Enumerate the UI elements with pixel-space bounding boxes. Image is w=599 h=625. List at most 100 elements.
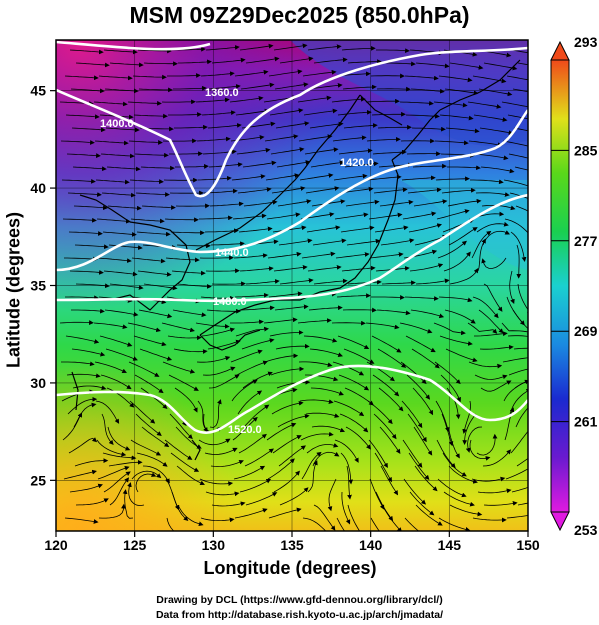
streamline <box>298 361 333 368</box>
streamline <box>340 225 375 233</box>
streamline <box>365 98 400 104</box>
streamline <box>338 374 370 391</box>
streamline <box>139 348 173 361</box>
colorbar-tick-label: 277 <box>574 233 598 249</box>
streamline <box>516 244 522 279</box>
streamline <box>263 317 298 324</box>
streamline <box>132 74 167 80</box>
streamline <box>173 85 207 91</box>
y-axis-ticks: 25 30 35 40 45 <box>30 83 56 488</box>
credit-drawing: Drawing by DCL (https://www.gfd-dennou.o… <box>156 594 443 606</box>
streamline <box>61 361 95 367</box>
streamline <box>243 199 278 207</box>
streamline <box>67 192 102 197</box>
streamline <box>517 62 528 66</box>
streamline <box>515 407 528 428</box>
streamline <box>106 166 141 172</box>
streamline <box>297 95 332 103</box>
streamline <box>234 69 269 77</box>
colorbar-tick-label: 285 <box>574 142 598 158</box>
colorbar-tick-label: 269 <box>574 323 598 339</box>
streamline <box>306 443 339 454</box>
streamline <box>93 322 128 330</box>
streamline <box>170 452 200 472</box>
streamline <box>95 400 120 424</box>
streamline <box>510 231 527 262</box>
streamline <box>143 283 178 291</box>
streamline <box>415 504 443 526</box>
streamline <box>503 179 528 187</box>
streamline <box>94 361 127 374</box>
streamline <box>269 330 304 337</box>
streamline <box>401 400 423 429</box>
streamline <box>73 205 108 211</box>
streamline <box>135 413 162 436</box>
streamline <box>234 508 268 519</box>
streamline <box>74 458 109 467</box>
streamline <box>413 426 433 456</box>
streamline <box>202 366 236 376</box>
streamline <box>69 49 104 55</box>
streamline <box>133 113 168 119</box>
streamline <box>198 438 231 446</box>
streamline <box>122 489 134 519</box>
streamline <box>61 178 96 184</box>
streamline <box>371 295 405 300</box>
streamline <box>307 44 342 51</box>
streamline <box>308 305 343 311</box>
streamline <box>269 108 304 116</box>
streamline <box>166 517 175 531</box>
streamline <box>447 198 482 207</box>
streamline <box>366 361 395 382</box>
streamline <box>503 379 528 402</box>
streamline <box>63 469 97 480</box>
streamline <box>479 344 514 350</box>
streamline <box>208 374 240 389</box>
streamline <box>407 187 442 194</box>
streamline <box>405 335 436 353</box>
streamline <box>472 517 507 523</box>
streamline <box>469 439 491 461</box>
streamline <box>239 266 274 272</box>
streamline <box>196 355 231 363</box>
streamline <box>445 348 478 363</box>
streamline <box>127 100 162 106</box>
streamline <box>64 75 99 81</box>
streamline <box>197 175 232 181</box>
streamline <box>268 507 302 519</box>
streamline <box>234 292 269 298</box>
streamline <box>303 108 338 116</box>
streamline <box>434 140 469 146</box>
streamline <box>472 296 499 319</box>
streamline <box>233 253 268 259</box>
streamline <box>164 217 199 223</box>
streamline <box>506 75 528 81</box>
streamline <box>210 241 245 247</box>
streamline <box>93 101 128 107</box>
streamline <box>274 304 309 311</box>
streamline <box>439 114 474 121</box>
x-tick-label: 150 <box>516 537 540 553</box>
streamline <box>244 448 274 467</box>
streamline <box>443 491 475 507</box>
streamline <box>443 251 471 272</box>
contour-label: 1400.0 <box>100 118 134 130</box>
streamline <box>412 387 434 416</box>
streamline <box>445 127 480 134</box>
streamline <box>471 230 492 259</box>
streamline <box>170 230 205 236</box>
streamline <box>239 43 274 51</box>
streamline <box>173 348 208 354</box>
streamline <box>205 268 240 274</box>
streamline <box>344 161 379 168</box>
streamline <box>409 491 435 516</box>
streamline <box>508 153 528 159</box>
streamline <box>264 353 299 363</box>
streamline <box>408 452 430 480</box>
streamline <box>201 110 236 116</box>
streamline <box>438 296 473 303</box>
streamline <box>346 238 381 246</box>
streamline <box>205 491 240 497</box>
streamline <box>278 238 313 246</box>
streamline <box>103 270 138 277</box>
